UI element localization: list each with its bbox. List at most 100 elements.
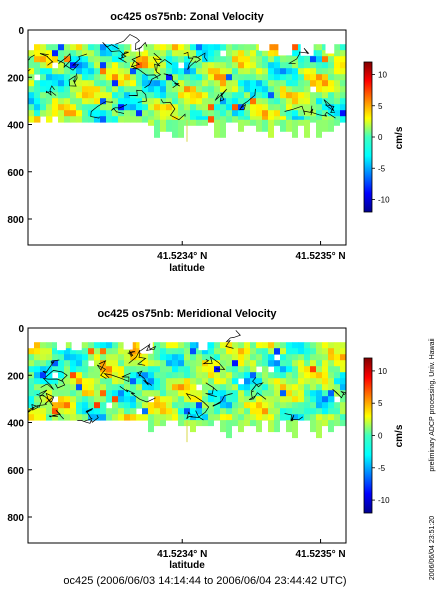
heatmap-cell <box>94 378 101 385</box>
heatmap-cell <box>94 396 101 403</box>
heatmap-cell <box>88 366 95 373</box>
heatmap-cell <box>334 44 341 51</box>
heatmap-cell <box>40 80 47 87</box>
heatmap-cell <box>52 92 59 99</box>
y-tick-label: 600 <box>7 466 24 477</box>
heatmap-cell <box>256 80 263 87</box>
heatmap-cell <box>328 68 335 75</box>
heatmap-cell <box>184 390 191 397</box>
heatmap-cell <box>190 402 197 409</box>
contour-line <box>192 52 208 64</box>
heatmap-cell <box>244 62 251 69</box>
y-axis: 0 200 400 600 800 <box>7 26 32 226</box>
heatmap-cell <box>286 372 293 379</box>
heatmap-cell <box>106 44 113 51</box>
heatmap-cell <box>316 402 323 409</box>
heatmap-cell <box>286 104 293 111</box>
heatmap-cell <box>118 372 125 379</box>
heatmap-cell <box>172 56 179 63</box>
heatmap-cell <box>232 402 239 409</box>
heatmap-cell <box>190 98 197 105</box>
heatmap-cell <box>298 62 305 69</box>
heatmap-cell <box>76 378 83 385</box>
colorbar-tick-label: 0 <box>378 133 383 142</box>
contour-line <box>96 360 107 379</box>
heatmap-cell <box>166 44 173 51</box>
velocity-heatmap <box>28 330 346 443</box>
heatmap-cell <box>34 104 41 111</box>
heatmap-cell <box>268 348 275 355</box>
heatmap-cell <box>148 420 154 433</box>
heatmap-cell <box>340 372 346 379</box>
heatmap-cell <box>202 402 209 409</box>
heatmap-cell <box>214 414 221 421</box>
heatmap-cell <box>70 98 77 105</box>
heatmap-cell <box>70 110 77 117</box>
heatmap-cell <box>244 384 251 391</box>
heatmap-cell <box>40 402 47 409</box>
heatmap-cell <box>310 92 317 99</box>
heatmap-cell <box>250 119 256 126</box>
heatmap-cell <box>310 80 317 87</box>
heatmap-cell <box>88 50 95 57</box>
heatmap-cell <box>172 119 178 138</box>
heatmap-cell <box>154 92 161 99</box>
heatmap-cell <box>184 104 191 111</box>
heatmap-cell <box>220 420 226 433</box>
heatmap-cell <box>124 366 131 373</box>
heatmap-cell <box>190 420 196 433</box>
heatmap-cell <box>292 390 299 397</box>
heatmap-cell <box>262 372 269 379</box>
heatmap-cell <box>160 86 167 93</box>
heatmap-cell <box>220 80 227 87</box>
heatmap-cell <box>334 366 341 373</box>
heatmap-cell <box>340 348 346 355</box>
heatmap-cell <box>106 86 113 93</box>
heatmap-cell <box>226 402 233 409</box>
heatmap-cell <box>100 98 107 105</box>
heatmap-cell <box>244 104 251 111</box>
heatmap-cell <box>70 354 77 361</box>
heatmap-cell <box>250 420 256 427</box>
heatmap-cell <box>136 116 143 123</box>
heatmap-cell <box>64 408 71 415</box>
heatmap-cell <box>76 390 83 397</box>
heatmap-cell <box>172 98 179 105</box>
data-gap <box>278 42 293 56</box>
heatmap-cell <box>178 408 185 415</box>
heatmap-cell <box>46 86 53 93</box>
colorbar-tick-label: 10 <box>378 367 387 376</box>
heatmap-cell <box>196 62 203 69</box>
contour-line <box>68 73 78 87</box>
heatmap-cell <box>148 384 155 391</box>
heatmap-cell <box>136 62 143 69</box>
contour-line <box>140 343 157 352</box>
heatmap-cell <box>70 56 77 63</box>
heatmap-cell <box>190 62 197 69</box>
heatmap-cell <box>94 366 101 373</box>
heatmap-cell <box>334 104 341 111</box>
heatmap-cell <box>82 110 89 117</box>
heatmap-cell <box>118 62 125 69</box>
heatmap-cell <box>112 414 119 421</box>
heatmap-cell <box>202 98 209 105</box>
heatmap-cell <box>160 372 167 379</box>
heatmap-cell <box>190 116 197 123</box>
heatmap-cell <box>304 384 311 391</box>
heatmap-cell <box>76 116 83 123</box>
heatmap-cell <box>238 80 245 87</box>
contour-line <box>284 413 304 422</box>
heatmap-cell <box>256 98 263 105</box>
heatmap-cell <box>292 402 299 409</box>
heatmap-cell <box>160 408 167 415</box>
heatmap-cell <box>94 80 101 87</box>
heatmap-cell <box>274 80 281 87</box>
heatmap-cell <box>88 56 95 63</box>
heatmap-cell <box>166 56 173 63</box>
contour-line <box>214 88 227 102</box>
heatmap-cell <box>58 402 65 409</box>
heatmap-cell <box>148 74 155 81</box>
heatmap-cell <box>304 98 311 105</box>
heatmap-cell <box>142 390 149 397</box>
heatmap-cell <box>274 74 281 81</box>
